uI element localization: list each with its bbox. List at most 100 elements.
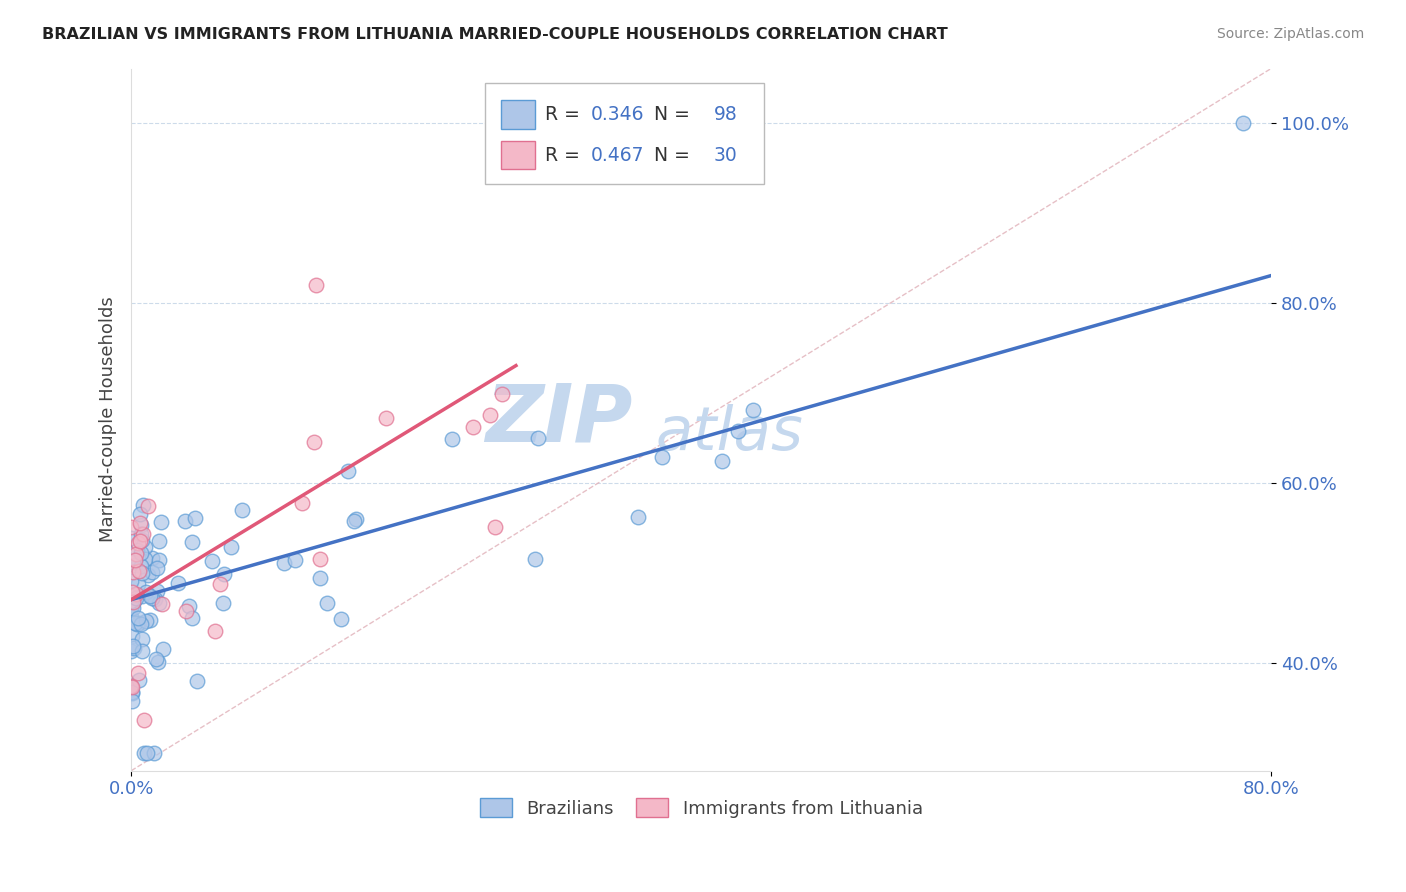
Point (315, 596, 337, 610)
Point (284, 553, 307, 567)
Point (527, 431, 550, 445)
Point (128, 565, 150, 579)
Point (136, 499, 159, 513)
Text: BRAZILIAN VS IMMIGRANTS FROM LITHUANIA MARRIED-COUPLE HOUSEHOLDS CORRELATION CHA: BRAZILIAN VS IMMIGRANTS FROM LITHUANIA M… (42, 27, 948, 42)
Point (304, 435, 326, 450)
Point (219, 540, 242, 554)
Point (344, 512, 367, 526)
Point (463, 420, 485, 434)
Point (180, 535, 202, 549)
Point (146, 655, 169, 669)
Point (651, 450, 673, 465)
Point (128, 507, 150, 521)
Point (128, 533, 150, 548)
Point (125, 542, 148, 557)
Point (174, 514, 197, 528)
Point (136, 568, 159, 582)
Point (131, 589, 153, 603)
Point (135, 614, 157, 628)
Point (139, 613, 162, 627)
Text: 0.467: 0.467 (591, 145, 644, 165)
Point (122, 641, 145, 656)
Point (166, 576, 188, 591)
Point (127, 611, 149, 625)
Point (273, 556, 295, 570)
Point (141, 565, 163, 579)
Point (211, 596, 233, 610)
Point (148, 553, 170, 567)
Point (132, 499, 155, 513)
Point (122, 594, 145, 608)
Point (1232, 115, 1254, 129)
Text: N =: N = (643, 145, 696, 165)
Point (183, 511, 205, 525)
Point (134, 541, 156, 555)
Point (152, 641, 174, 656)
Point (120, 680, 142, 694)
Point (204, 624, 226, 639)
Point (141, 551, 163, 566)
Point (148, 596, 170, 610)
Point (484, 520, 506, 534)
Text: 98: 98 (714, 105, 738, 124)
Point (121, 629, 143, 643)
Point (129, 546, 152, 560)
Point (305, 277, 328, 292)
Point (309, 552, 332, 566)
Point (125, 616, 148, 631)
FancyBboxPatch shape (501, 101, 534, 128)
Point (330, 612, 353, 626)
Point (135, 746, 157, 760)
Point (121, 644, 143, 658)
Point (125, 591, 148, 605)
Point (122, 640, 145, 654)
Point (121, 693, 143, 707)
Point (145, 561, 167, 575)
Point (727, 424, 749, 438)
Point (125, 587, 148, 601)
Point (127, 576, 149, 591)
Point (146, 584, 169, 599)
Point (627, 510, 650, 524)
Point (148, 533, 170, 548)
FancyBboxPatch shape (485, 83, 763, 185)
Point (150, 597, 173, 611)
Point (150, 515, 173, 529)
Point (337, 464, 360, 478)
Point (127, 536, 149, 550)
Point (120, 520, 142, 534)
Point (127, 665, 149, 680)
Y-axis label: Married-couple Households: Married-couple Households (100, 297, 117, 542)
Point (124, 587, 146, 601)
Point (231, 503, 253, 517)
Point (186, 674, 208, 689)
Point (129, 617, 152, 632)
Point (711, 454, 734, 468)
Point (129, 517, 152, 532)
Point (131, 527, 153, 541)
Point (174, 604, 197, 618)
Point (120, 610, 142, 624)
Point (121, 686, 143, 700)
Text: ZIP: ZIP (485, 381, 633, 458)
Text: Source: ZipAtlas.com: Source: ZipAtlas.com (1216, 27, 1364, 41)
Point (138, 589, 160, 603)
Point (478, 408, 501, 422)
Point (125, 547, 148, 561)
Point (120, 593, 142, 607)
Point (120, 601, 142, 615)
Legend: Brazilians, Immigrants from Lithuania: Brazilians, Immigrants from Lithuania (472, 791, 929, 825)
Point (180, 611, 202, 625)
Point (122, 595, 145, 609)
Point (121, 679, 143, 693)
Point (742, 403, 765, 417)
Point (143, 592, 166, 607)
Point (121, 680, 143, 694)
Point (145, 652, 167, 666)
Point (124, 558, 146, 572)
Point (309, 571, 332, 585)
Point (121, 685, 143, 699)
Point (120, 574, 142, 588)
Point (129, 516, 152, 530)
Point (128, 673, 150, 688)
